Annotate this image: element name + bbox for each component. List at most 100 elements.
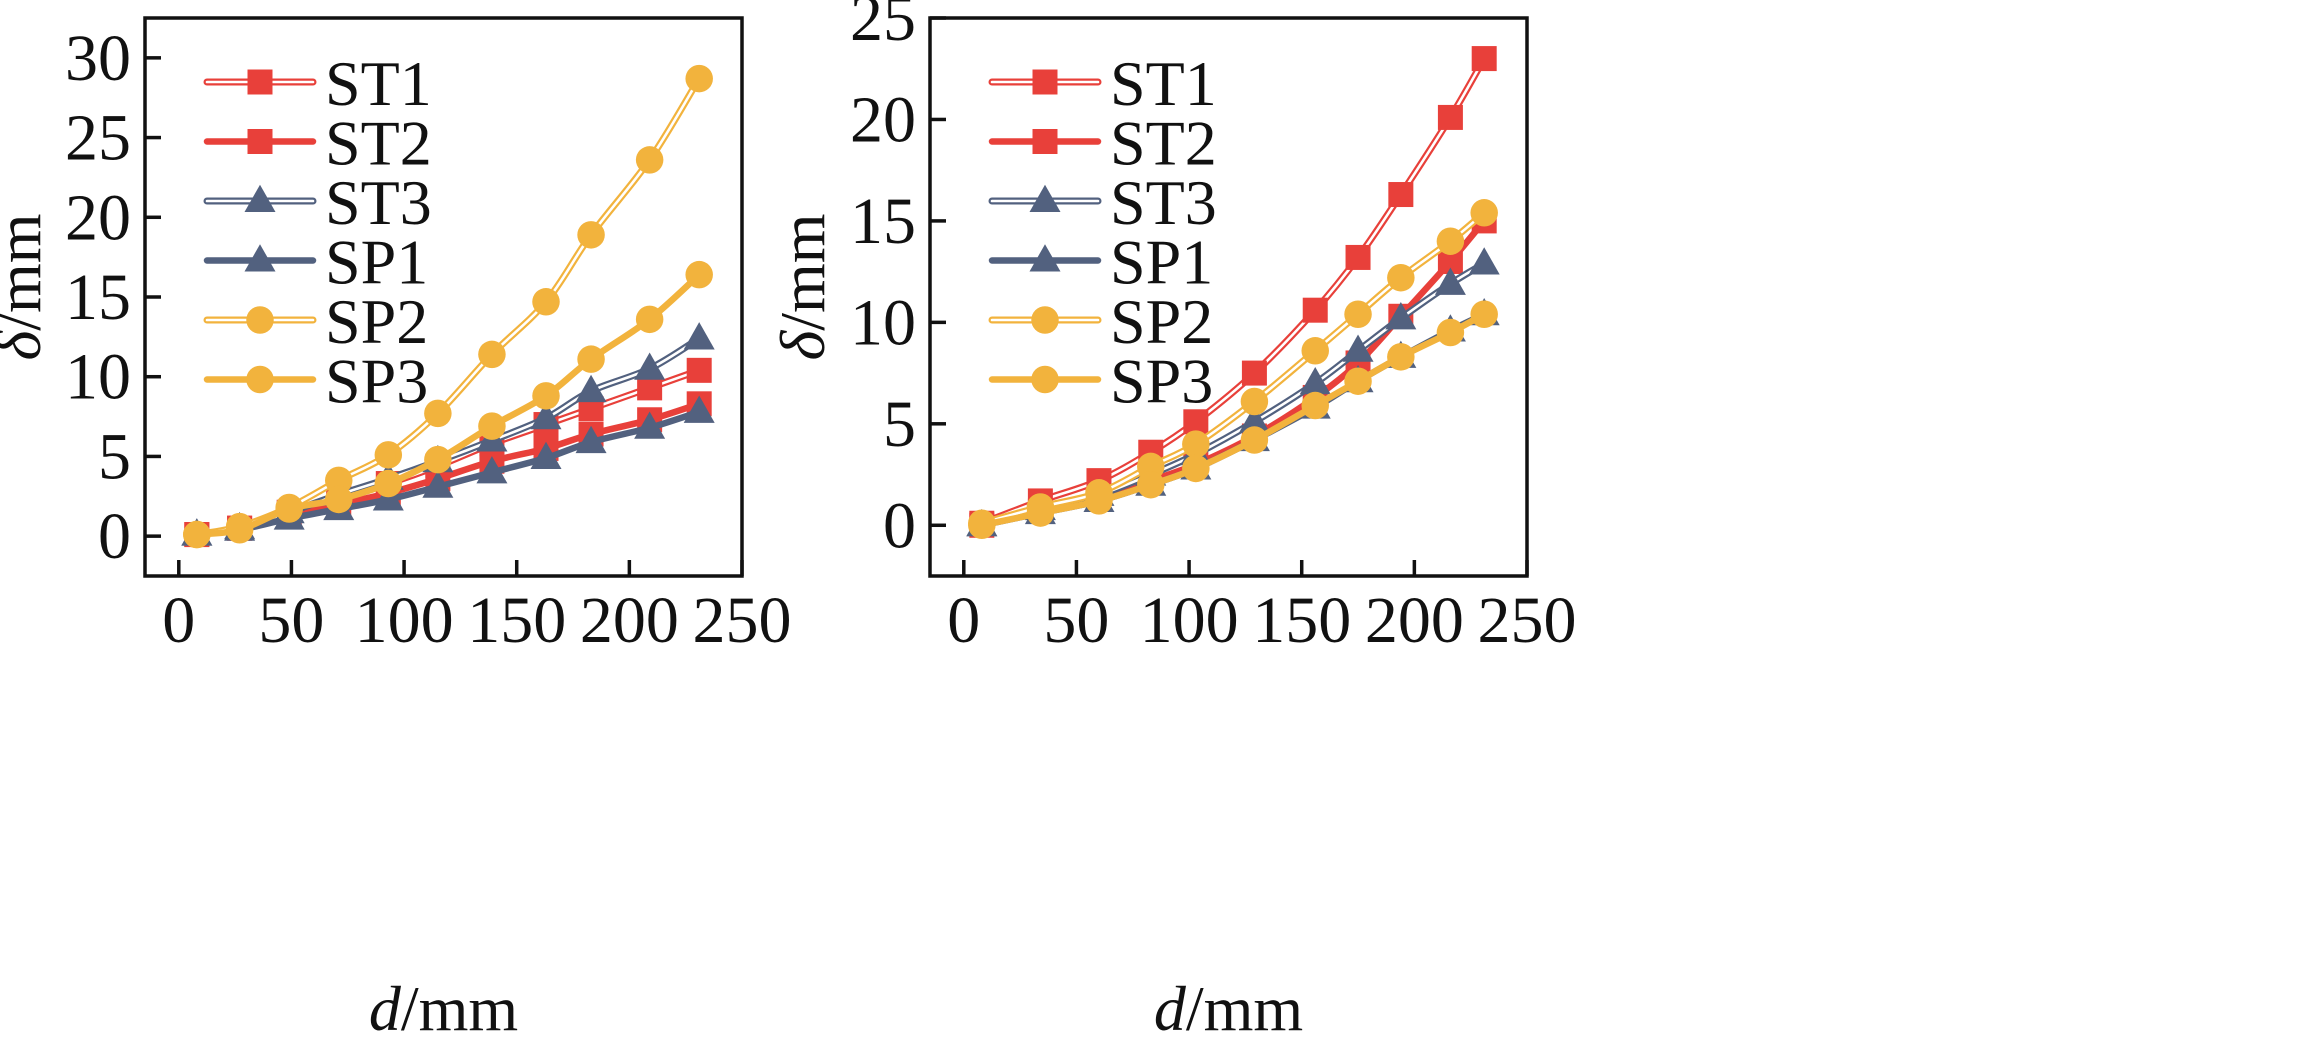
legend-label-ST3: ST3	[1110, 167, 1217, 238]
x-tick-label-150: 150	[467, 584, 566, 657]
y-tick-label-15: 15	[65, 261, 131, 334]
data-point-SP3-5	[1182, 454, 1210, 483]
data-point-ST3-8	[530, 401, 562, 430]
data-point-SP3-10	[1436, 318, 1465, 347]
x-tick-label-0: 0	[162, 584, 195, 657]
data-point-SP2-4	[324, 466, 353, 495]
legend-label-ST3: ST3	[325, 167, 432, 238]
y-tick-label-0: 0	[98, 500, 131, 573]
legend-marker-ST2	[1032, 129, 1058, 154]
y-axis-label-unit: /mm	[0, 213, 54, 330]
data-point-SP3-11	[1470, 300, 1498, 328]
data-point-SP3-3	[1085, 487, 1113, 515]
data-point-SP2-9	[577, 221, 605, 249]
data-point-SP1-11	[683, 395, 715, 423]
legend-label-SP2: SP2	[325, 286, 428, 357]
data-point-ST1-5	[1183, 409, 1209, 435]
data-point-ST1-8	[1345, 244, 1371, 270]
data-point-SP3-5	[374, 469, 403, 498]
legend-marker-SP1	[244, 244, 276, 272]
y-axis-label-symbol: δ	[767, 330, 838, 361]
plot-area	[181, 64, 715, 549]
legend-marker-ST3	[244, 184, 276, 213]
data-point-SP2-5	[374, 441, 403, 469]
y-tick-label-5: 5	[883, 388, 916, 461]
data-point-ST1-10	[1437, 104, 1463, 130]
legend-label-SP1: SP1	[1110, 227, 1213, 298]
data-point-SP3-7	[1301, 391, 1329, 420]
x-axis-label-unit: /mm	[1186, 973, 1303, 1044]
y-tick-label-10: 10	[850, 286, 916, 359]
data-point-ST1-9	[1388, 182, 1414, 208]
y-tick-label-10: 10	[65, 341, 131, 414]
data-point-SP3-8	[1344, 367, 1372, 395]
data-point-SP2-5	[1182, 430, 1210, 458]
legend-label-SP2: SP2	[1110, 286, 1213, 357]
data-point-SP3-11	[685, 260, 713, 289]
chart-panel-2: 0 50 100 150 200 2500510152025d/mmδ/mmST1ST2S…	[767, 0, 1577, 1044]
legend-marker-SP2	[1031, 306, 1059, 334]
data-point-SP3-4	[324, 485, 353, 514]
data-point-SP2-10	[635, 146, 664, 174]
y-tick-label-25: 25	[850, 0, 916, 55]
data-point-ST3-7	[1299, 366, 1331, 395]
x-tick-label-250: 250	[693, 584, 792, 657]
data-point-SP3-7	[478, 412, 506, 440]
data-point-SP3-4	[1137, 470, 1165, 499]
x-axis-label-symbol: d	[1154, 973, 1187, 1044]
data-point-SP1-6	[422, 470, 454, 498]
legend-marker-SP2	[246, 306, 274, 334]
data-point-SP1-7	[476, 456, 508, 484]
data-point-SP2-11	[685, 64, 713, 93]
legend-label-SP3: SP3	[325, 346, 428, 417]
x-tick-label-100: 100	[1140, 584, 1239, 657]
x-axis-label: d/mm	[369, 973, 518, 1044]
legend-marker-SP3	[1031, 365, 1059, 394]
data-point-SP1-8	[530, 441, 562, 470]
data-point-SP3-1	[183, 520, 211, 549]
legend-label-ST2: ST2	[325, 108, 432, 179]
y-tick-label-15: 15	[850, 185, 916, 258]
x-tick-label-50: 50	[258, 584, 324, 657]
data-point-ST3-11	[1468, 247, 1500, 275]
legend-marker-ST3	[1029, 184, 1061, 213]
y-axis-label-symbol: δ	[0, 330, 54, 361]
data-point-ST3-10	[1434, 267, 1466, 295]
data-point-SP2-9	[1387, 263, 1415, 292]
data-point-SP1-10	[634, 411, 666, 439]
data-point-SP3-1	[968, 511, 996, 540]
legend-marker-ST1	[247, 69, 273, 95]
data-point-ST1-6	[1241, 360, 1267, 386]
data-point-ST3-8	[1342, 334, 1374, 362]
data-point-SP3-6	[1240, 426, 1269, 454]
data-point-SP2-11	[1470, 199, 1498, 227]
data-point-ST1-7	[1302, 297, 1328, 323]
chart-panel-1: 050100150200250051015202530d/mmδ/mmST1ST…	[0, 16, 792, 1044]
data-point-SP3-3	[275, 495, 303, 523]
data-point-SP2-10	[1436, 227, 1465, 255]
data-point-SP2-6	[424, 399, 452, 428]
plot-area	[966, 46, 1500, 540]
x-tick-label-200: 200	[1365, 584, 1464, 657]
data-point-SP3-6	[424, 445, 452, 474]
data-point-SP2-7	[478, 340, 506, 369]
data-point-SP3-10	[635, 305, 664, 334]
x-tick-label-250: 250	[1478, 584, 1577, 657]
x-tick-label-0: 0	[947, 584, 980, 657]
data-point-SP3-2	[1026, 499, 1055, 527]
y-axis-label: δ/mm	[0, 213, 54, 360]
data-point-ST3-6	[1238, 405, 1270, 433]
data-point-SP2-7	[1301, 337, 1329, 365]
y-axis-label-unit: /mm	[767, 213, 838, 330]
legend-marker-SP3	[246, 365, 274, 394]
legend-marker-SP1	[1029, 244, 1061, 272]
legend-label-SP1: SP1	[325, 227, 428, 298]
data-point-SP2-8	[1344, 300, 1372, 328]
axes-frame	[928, 16, 1529, 578]
legend-label-ST1: ST1	[1110, 48, 1217, 119]
data-point-ST3-10	[634, 352, 666, 380]
legend-marker-ST1	[1032, 69, 1058, 95]
